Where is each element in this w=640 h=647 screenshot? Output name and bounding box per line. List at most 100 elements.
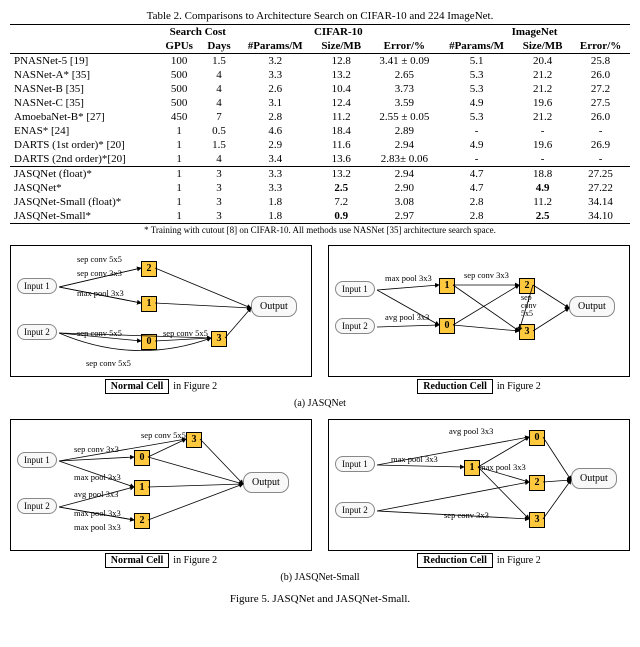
output-node: Output xyxy=(243,472,289,493)
table-cell: 3.1 xyxy=(238,96,313,110)
table-cell: 11.6 xyxy=(313,138,370,152)
edge-label: avg pool 3x3 xyxy=(385,312,429,322)
table-cell: 5.3 xyxy=(439,68,514,82)
table-cell: 2.6 xyxy=(238,82,313,96)
table-cell: 3.73 xyxy=(370,82,439,96)
table-row: DARTS (1st order)* [20]11.52.911.62.944.… xyxy=(10,138,630,152)
table-cell: 4 xyxy=(200,82,237,96)
table-cell: 3.59 xyxy=(370,96,439,110)
table-cell: 2.8 xyxy=(238,110,313,124)
table-cell: 34.10 xyxy=(571,209,630,224)
op-node: 2 xyxy=(141,261,157,277)
edge-label: sep conv 5x5 xyxy=(86,358,131,368)
edge-label: sep conv 5x5 xyxy=(163,328,208,338)
table-row: PNASNet-5 [19]1001.53.212.83.41 ± 0.095.… xyxy=(10,54,630,69)
op-node: 3 xyxy=(186,432,202,448)
table-cell: 2.5 xyxy=(313,181,370,195)
table-cell: DARTS (2nd order)*[20] xyxy=(10,152,158,167)
cell-label: Reduction Cell xyxy=(417,379,493,394)
table-cell: 2.90 xyxy=(370,181,439,195)
table-cell: 12.8 xyxy=(313,54,370,69)
table-cell: 3 xyxy=(200,181,237,195)
table-cell: 4 xyxy=(200,152,237,167)
table-cell: 4.7 xyxy=(439,167,514,182)
input-node: Input 1 xyxy=(17,278,57,294)
op-node: 0 xyxy=(134,450,150,466)
sub-days: Days xyxy=(200,39,237,54)
op-node: 2 xyxy=(134,513,150,529)
table-cell: 1.5 xyxy=(200,54,237,69)
col-group-imagenet: ImageNet xyxy=(439,25,630,40)
sub-gpus: GPUs xyxy=(158,39,200,54)
op-node: 0 xyxy=(439,318,455,334)
diagram-reduction-cell-a: Input 1Input 21023Outputmax pool 3x3avg … xyxy=(328,245,630,377)
table-cell: JASQNet-Small (float)* xyxy=(10,195,158,209)
cell-label: Normal Cell xyxy=(105,379,170,394)
fig-ref: in Figure 2 xyxy=(173,555,217,566)
input-node: Input 1 xyxy=(335,281,375,297)
table-cell: - xyxy=(571,124,630,138)
edge-label: max pool 3x3 xyxy=(479,462,526,472)
table-cell: 1 xyxy=(158,181,200,195)
table-cell: 1.8 xyxy=(238,209,313,224)
subfig-caption-a: (a) JASQNet xyxy=(10,398,630,409)
input-node: Input 2 xyxy=(335,502,375,518)
table-cell: 4.7 xyxy=(439,181,514,195)
table-cell: DARTS (1st order)* [20] xyxy=(10,138,158,152)
table-cell: 21.2 xyxy=(514,68,571,82)
table-cell: 7.2 xyxy=(313,195,370,209)
table-cell: 450 xyxy=(158,110,200,124)
table-cell: 4.9 xyxy=(514,181,571,195)
table-row: NASNet-C [35]50043.112.43.594.919.627.5 xyxy=(10,96,630,110)
cell-label: Reduction Cell xyxy=(417,553,493,568)
table-cell: 10.4 xyxy=(313,82,370,96)
sub-isize: Size/MB xyxy=(514,39,571,54)
table-cell: JASQNet* xyxy=(10,181,158,195)
table-cell: 500 xyxy=(158,68,200,82)
table-cell: 1 xyxy=(158,195,200,209)
sub-cerr: Error/% xyxy=(370,39,439,54)
input-node: Input 1 xyxy=(335,456,375,472)
table-cell: 2.83± 0.06 xyxy=(370,152,439,167)
table-cell: 27.2 xyxy=(571,82,630,96)
table-cell: JASQNet (float)* xyxy=(10,167,158,182)
table-cell: 4 xyxy=(200,96,237,110)
table-cell: 4.6 xyxy=(238,124,313,138)
table-cell: 3.4 xyxy=(238,152,313,167)
table-cell: 1.5 xyxy=(200,138,237,152)
edge-label: sep conv 5x5 xyxy=(77,254,122,264)
table-cell: 18.4 xyxy=(313,124,370,138)
input-node: Input 2 xyxy=(335,318,375,334)
edge-label: max pool 3x3 xyxy=(74,508,121,518)
op-node: 1 xyxy=(439,278,455,294)
table-cell: 2.8 xyxy=(439,195,514,209)
edge-label: max pool 3x3 xyxy=(385,273,432,283)
table-cell: 5.3 xyxy=(439,82,514,96)
op-node: 2 xyxy=(519,278,535,294)
table-cell: 1.8 xyxy=(238,195,313,209)
input-node: Input 2 xyxy=(17,324,57,340)
table-cell: 1 xyxy=(158,124,200,138)
table-row: JASQNet*133.32.52.904.74.927.22 xyxy=(10,181,630,195)
table-cell: 27.5 xyxy=(571,96,630,110)
table-cell: 500 xyxy=(158,82,200,96)
table-cell: 3 xyxy=(200,209,237,224)
table-row: ENAS* [24]10.54.618.42.89--- xyxy=(10,124,630,138)
table-cell: 0.5 xyxy=(200,124,237,138)
table-cell: 19.6 xyxy=(514,96,571,110)
table-cell: 13.2 xyxy=(313,167,370,182)
table-cell: 2.8 xyxy=(439,209,514,224)
edge-label: sep conv 3x3 xyxy=(464,270,509,280)
table-cell: 3 xyxy=(200,195,237,209)
table-cell: NASNet-A* [35] xyxy=(10,68,158,82)
figure-caption: Figure 5. JASQNet and JASQNet-Small. xyxy=(10,593,630,605)
input-node: Input 1 xyxy=(17,452,57,468)
table-cell: 11.2 xyxy=(313,110,370,124)
table-cell: 1 xyxy=(158,167,200,182)
table-cell: 20.4 xyxy=(514,54,571,69)
op-node: 0 xyxy=(141,334,157,350)
table-cell: 3.3 xyxy=(238,68,313,82)
input-node: Input 2 xyxy=(17,498,57,514)
table-cell: 27.22 xyxy=(571,181,630,195)
edge-label: avg pool 3x3 xyxy=(74,489,118,499)
